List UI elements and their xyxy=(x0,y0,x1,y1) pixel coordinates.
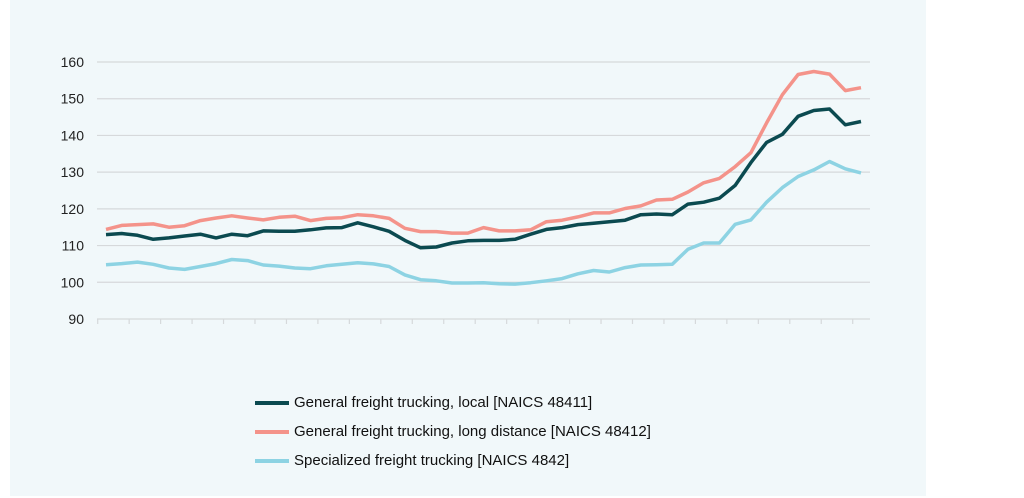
series-line-1 xyxy=(105,69,862,235)
legend-swatch xyxy=(255,429,289,434)
series-line-0 xyxy=(105,107,862,250)
legend-item-specialized: Specialized freight trucking [NAICS 4842… xyxy=(255,446,651,475)
legend-item-long-distance: General freight trucking, long distance … xyxy=(255,417,651,446)
chart-panel xyxy=(10,0,926,496)
y-tick-label: 100 xyxy=(61,274,85,290)
legend-swatch xyxy=(255,458,289,463)
y-tick-label: 150 xyxy=(61,91,85,107)
y-tick-label: 110 xyxy=(62,238,85,254)
legend: General freight trucking, local [NAICS 4… xyxy=(255,388,651,475)
legend-item-local: General freight trucking, local [NAICS 4… xyxy=(255,388,651,417)
series-line-2 xyxy=(105,159,862,286)
legend-label: Specialized freight trucking [NAICS 4842… xyxy=(294,452,570,469)
y-tick-label: 140 xyxy=(61,127,85,143)
y-tick-label: 160 xyxy=(61,54,85,70)
y-tick-label: 90 xyxy=(68,311,84,327)
y-tick-label: 120 xyxy=(61,201,85,217)
legend-label: General freight trucking, local [NAICS 4… xyxy=(294,394,593,411)
legend-swatch xyxy=(255,400,289,405)
y-tick-label: 130 xyxy=(61,164,85,180)
legend-label: General freight trucking, long distance … xyxy=(294,423,651,440)
